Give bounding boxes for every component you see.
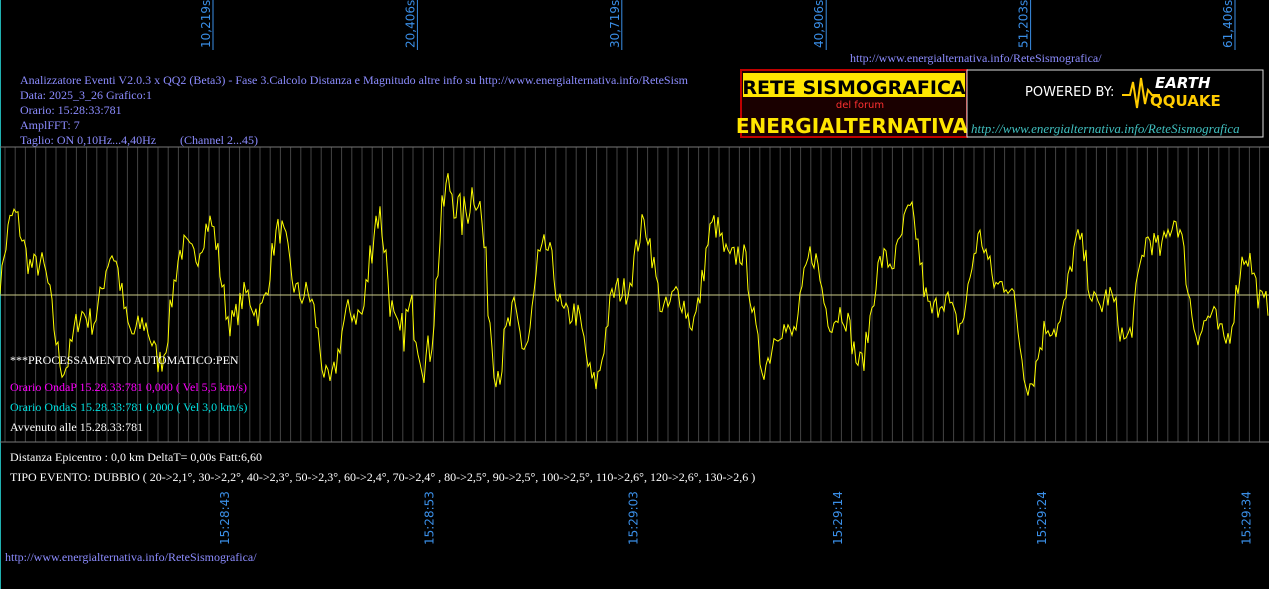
- bottom-time-label: 15:29:34: [1240, 491, 1254, 545]
- logo: RETE SISMOGRAFICA del forum ENERGIALTERN…: [736, 69, 1264, 138]
- footer-url: http://www.energialternativa.info/ReteSi…: [5, 550, 257, 564]
- processing-status: ***PROCESSAMENTO AUTOMATICO:PEN: [10, 353, 239, 367]
- event-type: TIPO EVENTO: DUBBIO ( 20->2,1°, 30->2,2°…: [10, 470, 755, 484]
- logo-band: [743, 73, 965, 97]
- logo-quake-icon: [1122, 77, 1160, 109]
- distance: Distanza Epicentro : 0,0 km DeltaT= 0,00…: [10, 450, 262, 464]
- bottom-time-label: 15:29:24: [1035, 491, 1049, 545]
- logo-url: http://www.energialternativa.info/ReteSi…: [971, 121, 1240, 136]
- top-time-label: 61,406s: [1221, 0, 1235, 48]
- waveform: [0, 173, 1269, 396]
- logo-powered: POWERED BY:: [1025, 85, 1114, 100]
- occurred: Avvenuto alle 15.28.33:781: [10, 420, 143, 434]
- channel: (Channel 2...45): [180, 133, 258, 147]
- logo-brand-bottom: QQUAKE: [1150, 92, 1221, 110]
- top-time-label: 10,219s: [199, 0, 213, 48]
- logo-right: [966, 69, 1264, 138]
- header-line: Data: 2025_3_26 Grafico:1: [20, 88, 152, 102]
- bottom-time-label: 15:29:03: [627, 491, 641, 545]
- grid: [0, 146, 1269, 443]
- logo-title: RETE SISMOGRAFICA: [742, 77, 966, 99]
- header-line: Orario: 15:28:33:781: [20, 103, 122, 117]
- logo-brand-top: EARTH: [1155, 74, 1211, 92]
- top-url: http://www.energialternativa.info/ReteSi…: [850, 51, 1102, 65]
- top-time-label: 40,906s: [812, 0, 826, 48]
- wave-s: Orario OndaS 15.28.33:781 0,000 ( Vel 3,…: [10, 400, 247, 414]
- bottom-time-axis: 15:28:43 15:28:53 15:29:03 15:29:14 15:29:24…: [218, 491, 1254, 545]
- top-time-label: 30,719s: [608, 0, 622, 48]
- top-time-label: 20,406s: [403, 0, 417, 48]
- header-line: Analizzatore Eventi V2.0.3 x QQ2 (Beta3)…: [20, 73, 689, 87]
- top-time-label: 51,203s: [1017, 0, 1031, 48]
- bottom-time-label: 15:28:53: [422, 491, 436, 545]
- bottom-time-label: 15:29:14: [831, 491, 845, 545]
- header-line: AmplFFT: 7: [20, 118, 80, 132]
- bottom-time-label: 15:28:43: [218, 491, 232, 545]
- top-time-axis: 10,219s 20,406s 30,719s 40,906s 51,203s 61,40…: [199, 0, 1236, 50]
- wave-p: Orario OndaP 15.28.33:781 0,000 ( Vel 5,…: [10, 380, 247, 394]
- header-line: Taglio: ON 0,10Hz...4,40Hz: [20, 133, 156, 147]
- logo-subtitle: del forum: [836, 100, 884, 111]
- logo-name: ENERGIALTERNATIVA: [736, 114, 969, 138]
